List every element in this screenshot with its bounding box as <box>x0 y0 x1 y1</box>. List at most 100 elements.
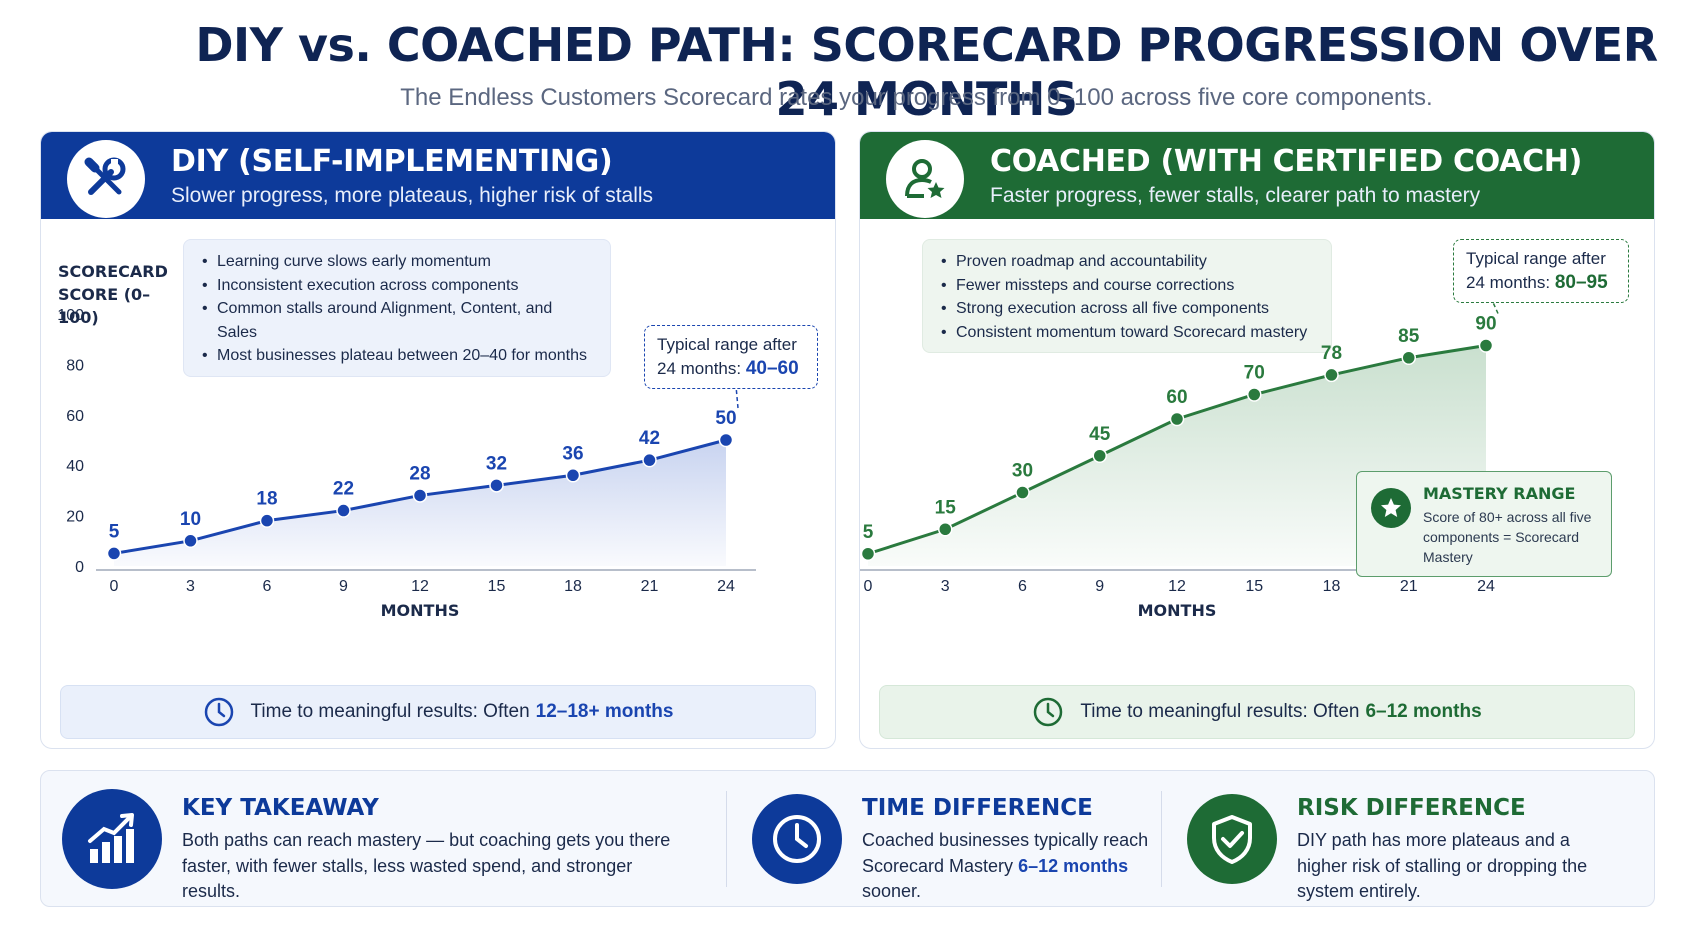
data-point <box>860 546 876 561</box>
data-point <box>1015 485 1030 500</box>
x-tick-label: 18 <box>564 578 582 595</box>
key-takeaway-text: Both paths can reach mastery — but coach… <box>182 830 671 901</box>
bottom-summary: KEY TAKEAWAY Both paths can reach master… <box>40 770 1655 907</box>
x-tick-label: 12 <box>1168 578 1186 595</box>
diy-title: DIY (SELF-IMPLEMENTING) <box>171 144 613 179</box>
diy-bullet-list: Learning curve slows early momentum Inco… <box>183 239 611 377</box>
data-label: 60 <box>1166 387 1187 408</box>
coached-range-callout: Typical range after 24 months: 80–95 <box>1453 239 1629 303</box>
clock-icon <box>752 794 842 884</box>
x-tick-label: 12 <box>411 578 429 595</box>
data-label: 22 <box>333 479 354 500</box>
clock-icon <box>1032 696 1064 728</box>
coached-bullet: Strong execution across all five compone… <box>939 297 1315 321</box>
coached-bullet-list: Proven roadmap and accountability Fewer … <box>922 239 1332 353</box>
data-point <box>183 533 198 549</box>
x-tick-label: 21 <box>1400 578 1418 595</box>
time-text-value: 6–12 months <box>1018 855 1129 876</box>
mastery-text: Score of 80+ across all five components … <box>1423 509 1592 565</box>
data-label: 5 <box>863 522 874 543</box>
time-difference-text: Coached businesses typically reach Score… <box>862 828 1152 905</box>
data-point <box>1324 367 1339 383</box>
data-point <box>259 513 275 528</box>
diy-bullet: Learning curve slows early momentum <box>200 250 594 274</box>
coached-bullet: Fewer missteps and course corrections <box>939 274 1315 298</box>
diy-bullet: Inconsistent execution across components <box>200 274 594 298</box>
diy-panel: DIY (SELF-IMPLEMENTING) Slower progress,… <box>40 131 836 749</box>
y-tick-label: 60 <box>66 408 84 425</box>
clock-icon <box>203 696 235 728</box>
data-label: 70 <box>1244 363 1265 384</box>
data-label: 5 <box>109 521 120 542</box>
coached-result-text: Time to meaningful results: Often <box>1080 701 1360 722</box>
area-fill <box>114 440 726 566</box>
diy-result-text: Time to meaningful results: Often <box>250 701 530 722</box>
callout-leader <box>732 352 739 409</box>
coached-bullet: Consistent momentum toward Scorecard mas… <box>939 321 1315 345</box>
diy-range-callout: Typical range after 24 months: 40–60 <box>644 325 818 389</box>
data-label: 85 <box>1398 326 1420 347</box>
y-tick-label: 40 <box>66 458 84 475</box>
coached-bullet: Proven roadmap and accountability <box>939 250 1315 274</box>
coached-title: COACHED (WITH CERTIFIED COACH) <box>990 144 1583 179</box>
shield-check-icon <box>1187 794 1277 884</box>
mastery-range-box: MASTERY RANGE Score of 80+ across all fi… <box>1356 471 1612 577</box>
y-tick-label: 0 <box>75 559 84 576</box>
x-tick-label: 15 <box>1245 578 1263 595</box>
tools-icon <box>67 140 145 218</box>
coached-subtitle: Faster progress, fewer stalls, clearer p… <box>990 184 1481 207</box>
page-title: DIY vs. COACHED PATH: SCORECARD PROGRESS… <box>195 18 1658 126</box>
divider <box>726 791 727 887</box>
data-point <box>938 522 953 537</box>
growth-chart-icon <box>62 789 162 889</box>
x-tick-label: 6 <box>1018 578 1027 595</box>
area-fill <box>868 345 1486 566</box>
x-axis-title: MONTHS <box>1138 601 1217 620</box>
data-label: 50 <box>715 408 736 429</box>
data-label: 15 <box>935 497 957 518</box>
data-point <box>718 432 734 448</box>
x-axis-title: MONTHS <box>381 601 460 620</box>
coached-result-value: 6–12 months <box>1365 701 1482 722</box>
coach-star-icon <box>886 140 964 218</box>
data-label: 45 <box>1089 424 1111 445</box>
data-point <box>1478 338 1494 353</box>
diy-result-value: 12–18+ months <box>535 701 674 722</box>
data-label: 18 <box>256 489 277 510</box>
diy-result-bar: Time to meaningful results: Often 12–18+… <box>60 685 816 739</box>
x-tick-label: 3 <box>941 578 950 595</box>
star-icon <box>1371 488 1411 528</box>
risk-difference-title: RISK DIFFERENCE <box>1297 795 1526 821</box>
time-difference-title: TIME DIFFERENCE <box>862 795 1093 821</box>
time-difference: TIME DIFFERENCE Coached businesses typic… <box>731 771 1151 908</box>
time-text-after: sooner. <box>862 881 922 901</box>
risk-difference-text: DIY path has more plateaus and a higher … <box>1297 830 1588 901</box>
data-label: 42 <box>639 428 660 449</box>
diy-panel-header: DIY (SELF-IMPLEMENTING) Slower progress,… <box>41 132 835 219</box>
data-label: 10 <box>180 509 201 530</box>
coached-callout-text: Typical range after 24 months: <box>1466 249 1606 292</box>
x-tick-label: 6 <box>263 578 272 595</box>
risk-difference: RISK DIFFERENCE DIY path has more platea… <box>1166 771 1636 908</box>
diy-bullet: Common stalls around Alignment, Content,… <box>200 297 594 344</box>
x-tick-label: 0 <box>110 578 119 595</box>
x-tick-label: 3 <box>186 578 195 595</box>
key-takeaway-title: KEY TAKEAWAY <box>182 795 379 821</box>
data-label: 32 <box>486 453 507 474</box>
diy-callout-text: Typical range after 24 months: <box>657 335 797 378</box>
coached-line-chart: 02040608010003691215182124MONTHS51530456… <box>860 277 1516 620</box>
data-point <box>1401 350 1416 365</box>
data-point <box>412 488 428 503</box>
data-label: 90 <box>1475 314 1496 335</box>
x-tick-label: 24 <box>717 578 735 595</box>
coached-panel: COACHED (WITH CERTIFIED COACH) Faster pr… <box>859 131 1655 749</box>
x-tick-label: 9 <box>339 578 348 595</box>
x-tick-label: 24 <box>1477 578 1495 595</box>
coached-panel-header: COACHED (WITH CERTIFIED COACH) Faster pr… <box>860 132 1654 219</box>
y-tick-label: 80 <box>66 357 84 374</box>
y-tick-label: 20 <box>66 509 84 526</box>
x-tick-label: 15 <box>488 578 506 595</box>
data-label: 30 <box>1012 461 1033 482</box>
key-takeaway: KEY TAKEAWAY Both paths can reach master… <box>41 771 721 908</box>
